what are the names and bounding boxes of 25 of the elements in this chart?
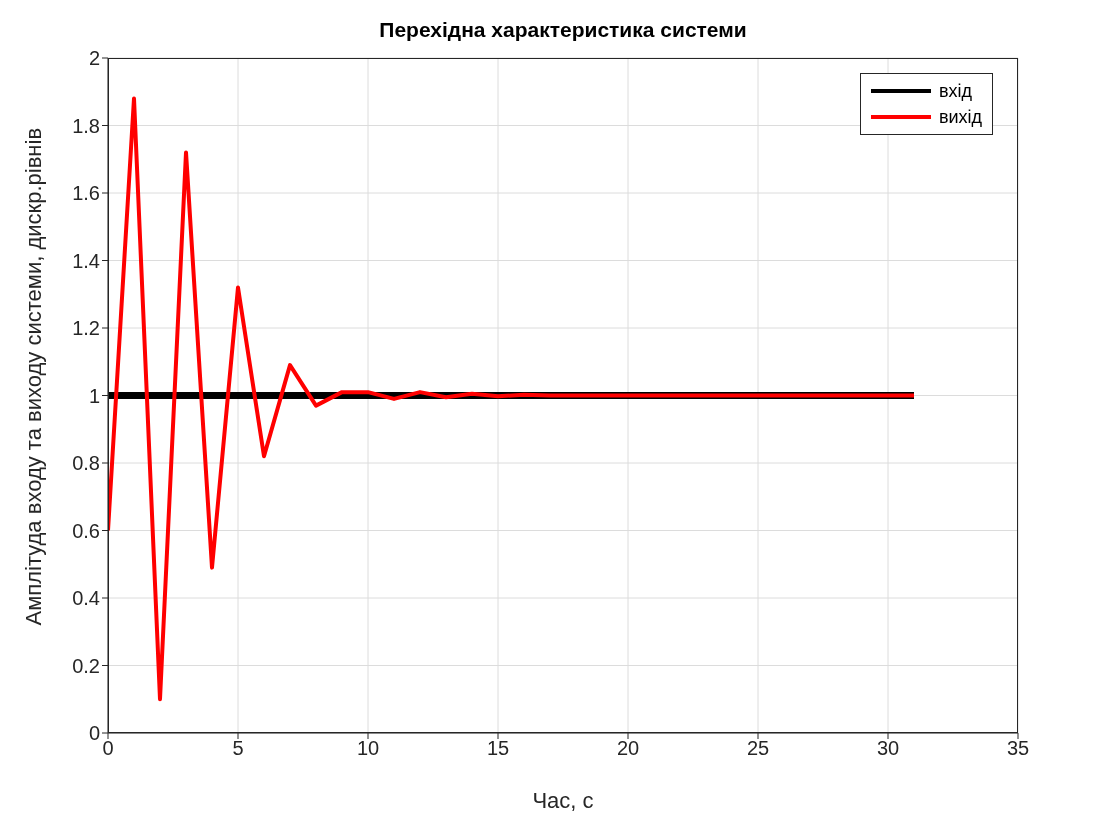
y-tick-label: 0.6 bbox=[72, 519, 100, 542]
y-tick-label: 0.4 bbox=[72, 587, 100, 610]
y-tick-label: 2 bbox=[88, 47, 100, 70]
y-tick-label: 1.6 bbox=[72, 182, 100, 205]
y-axis-title: Амплітуда входу та виходу системи, дискр.рівнів bbox=[20, 127, 46, 626]
x-tick-label: 25 bbox=[746, 737, 770, 760]
line-series bbox=[108, 96, 916, 702]
y-tick-label: 0.2 bbox=[72, 654, 100, 677]
legend-label: вхід bbox=[938, 80, 972, 103]
x-tick-label: 30 bbox=[876, 737, 900, 760]
y-tick-label: 1.4 bbox=[72, 249, 100, 272]
y-tick-label: 1.2 bbox=[72, 317, 100, 340]
x-axis-title: Час, с bbox=[532, 788, 594, 813]
x-tick-label: 5 bbox=[232, 737, 244, 760]
legend-label: вихід bbox=[938, 106, 982, 129]
y-tick-label: 1.8 bbox=[72, 114, 100, 137]
x-tick-label: 0 bbox=[102, 737, 114, 760]
x-tick-label: 20 bbox=[616, 737, 640, 760]
x-tick-label: 35 bbox=[1006, 737, 1030, 760]
chart-title: Перехідна характеристика системи bbox=[378, 18, 748, 42]
y-tick-label: 1 bbox=[88, 384, 100, 407]
x-tick-label: 15 bbox=[486, 737, 510, 760]
x-tick-label: 10 bbox=[356, 737, 380, 760]
y-tick-label: 0 bbox=[88, 722, 100, 745]
y-tick-label: 0.8 bbox=[72, 452, 100, 475]
